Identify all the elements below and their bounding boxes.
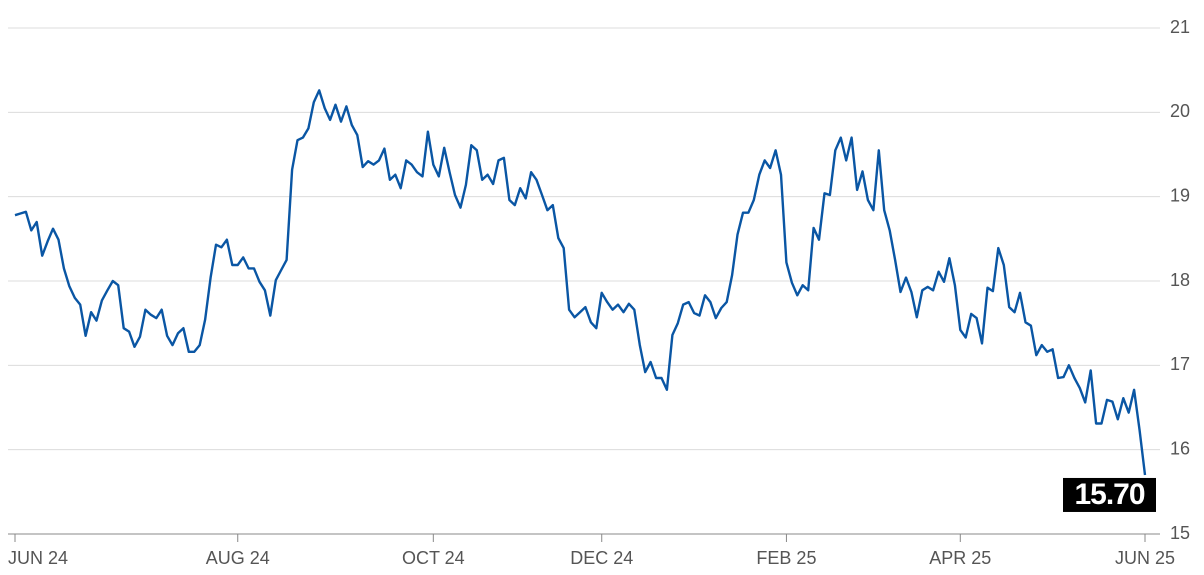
- price-line: [14, 89, 1147, 476]
- y-tick-label: 15: [1170, 523, 1190, 543]
- value-label-bg: [1063, 477, 1156, 512]
- x-tick-label: DEC 24: [570, 548, 633, 568]
- x-tick-label: AUG 24: [206, 548, 270, 568]
- y-tick-label: 17: [1170, 354, 1190, 374]
- y-tick-label: 16: [1170, 438, 1190, 458]
- y-tick-label: 21: [1170, 17, 1190, 37]
- x-tick-label: APR 25: [929, 548, 991, 568]
- x-tick-label: JUN 24: [8, 548, 68, 568]
- y-tick-label: 18: [1170, 270, 1190, 290]
- y-tick-label: 20: [1170, 101, 1190, 121]
- x-tick-label: FEB 25: [756, 548, 816, 568]
- x-tick-label: OCT 24: [402, 548, 465, 568]
- x-tick-label: JUN 25: [1115, 548, 1175, 568]
- value-label: 15.70: [1074, 478, 1144, 511]
- y-tick-label: 19: [1170, 185, 1190, 205]
